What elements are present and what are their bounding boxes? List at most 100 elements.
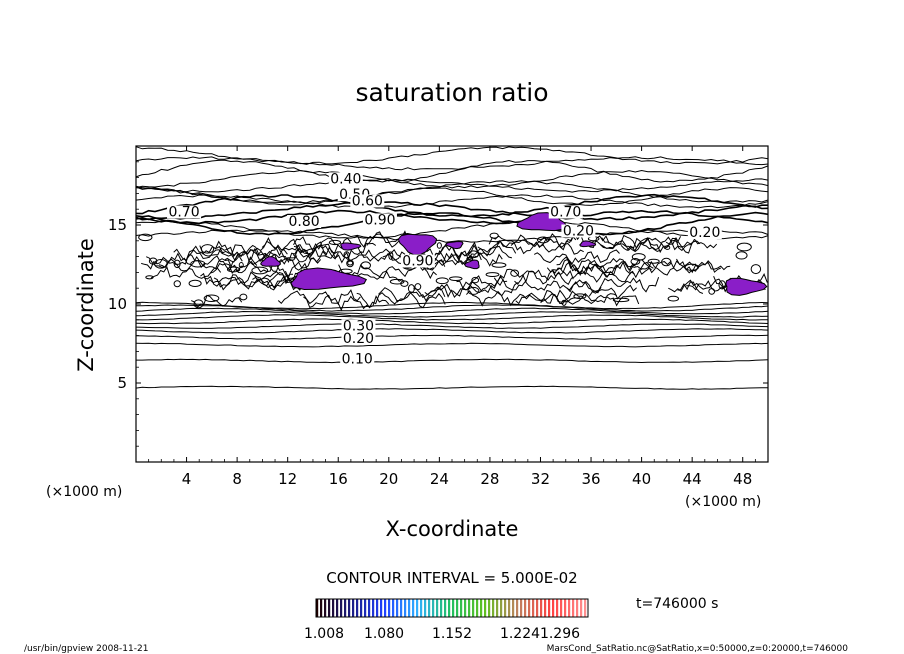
supersaturated-region — [260, 256, 282, 267]
colorbar-stripe — [464, 599, 467, 617]
contour-loop — [188, 279, 202, 288]
turbulent-contour — [620, 236, 701, 251]
contour-loop — [436, 242, 442, 249]
contour-line — [135, 180, 769, 204]
contour-label-bg — [167, 205, 202, 219]
contour-line — [135, 201, 768, 221]
colorbar-stripe — [564, 599, 567, 617]
contour-line — [135, 307, 769, 315]
colorbar-stripe — [344, 599, 347, 617]
contour-line — [135, 159, 769, 183]
x-tick-label: 44 — [683, 470, 702, 488]
x-unit-left: (×1000 m) — [46, 484, 122, 500]
contour-label-bg — [341, 331, 376, 345]
colorbar-stripe — [484, 599, 487, 617]
time-label: t=746000 s — [636, 596, 718, 612]
colorbar-stripe — [388, 599, 391, 617]
turbulent-contour — [551, 258, 619, 277]
colorbar-stripe — [380, 599, 383, 617]
contour-loop — [328, 239, 342, 246]
x-tick-label: 12 — [278, 470, 297, 488]
contour-loop — [388, 251, 394, 260]
turbulent-contour — [293, 236, 338, 252]
colorbar-stripe — [476, 599, 479, 617]
contour-label-bg — [350, 194, 385, 208]
colorbar-stripe — [372, 599, 375, 617]
supersaturated-region — [445, 240, 464, 250]
contour-label: 0.60 — [352, 193, 383, 209]
contour-loop — [347, 260, 354, 266]
contour-loop — [661, 257, 672, 267]
contour-loop — [491, 262, 507, 268]
x-tick-label: 32 — [531, 470, 550, 488]
colorbar-stripe — [512, 599, 515, 617]
turbulent-contour — [200, 271, 302, 287]
colorbar-stripe — [424, 599, 427, 617]
contour-loop — [667, 295, 680, 302]
colorbar-stripe — [480, 599, 483, 617]
contour-lines — [135, 146, 769, 390]
turbulent-contour — [514, 269, 635, 286]
contour-line — [135, 301, 769, 310]
contour-loop — [471, 276, 480, 284]
colorbar-tick-label: 1.152 — [432, 626, 472, 642]
contour-label-bg — [340, 352, 375, 366]
colorbar-stripe — [468, 599, 471, 617]
contour-line — [135, 318, 769, 325]
x-axis-ticks: 4 8 12 16 20 24 28 32 36 40 44 48 — [148, 146, 756, 488]
x-tick-label: 40 — [632, 470, 651, 488]
contour-loop — [467, 286, 480, 295]
turbulent-contour — [493, 268, 574, 284]
y-tick-label: 15 — [108, 216, 127, 234]
footer-left: /usr/bin/gpview 2008-11-21 — [24, 644, 148, 654]
x-axis-label: X-coordinate — [386, 517, 519, 541]
colorbar-stripe — [528, 599, 531, 617]
colorbar-stripe — [432, 599, 435, 617]
plot-frame — [135, 145, 769, 463]
colorbar-stripe — [460, 599, 463, 617]
turbulent-contour-band — [138, 230, 768, 312]
x-tick-label: 36 — [581, 470, 600, 488]
turbulent-contour — [141, 254, 243, 272]
contour-loop — [664, 245, 671, 250]
contour-loop — [360, 261, 371, 270]
contour-line — [135, 209, 769, 225]
colorbar-stripe — [576, 599, 579, 617]
contour-loop — [708, 288, 716, 295]
colorbar-stripe — [396, 599, 399, 617]
colorbar-stripe — [436, 599, 439, 617]
contour-label: 0.90 — [402, 254, 433, 270]
contour-label: 0.40 — [330, 171, 361, 187]
colorbar-stripe — [544, 599, 547, 617]
turbulent-contour — [588, 284, 637, 300]
contour-loop — [145, 275, 154, 280]
colorbar-stripe — [340, 599, 343, 617]
contour-label-bg — [400, 254, 435, 268]
contour-loop — [510, 269, 520, 277]
turbulent-contour — [496, 278, 602, 294]
contour-loop — [612, 297, 630, 303]
turbulent-contour — [496, 235, 577, 251]
contour-label: 0.20 — [689, 225, 720, 241]
contour-interval-label: CONTOUR INTERVAL = 5.000E-02 — [326, 569, 577, 587]
contour-line — [135, 328, 769, 334]
turbulent-contour — [150, 266, 222, 279]
x-tick-label: 8 — [232, 470, 242, 488]
contour-line — [135, 228, 769, 243]
contour-line — [135, 211, 769, 236]
colorbar-stripe — [492, 599, 495, 617]
contour-loop — [193, 299, 204, 309]
colorbar-stripe — [580, 599, 583, 617]
colorbar-stripe — [404, 599, 407, 617]
colorbar-tick-label: 1.224 — [500, 626, 540, 642]
colorbar-stripe — [416, 599, 419, 617]
colorbar-stripe — [516, 599, 519, 617]
colorbar-stripe — [548, 599, 551, 617]
colorbar-stripe — [504, 599, 507, 617]
contour-loop — [173, 280, 181, 288]
colorbar-stripe — [500, 599, 503, 617]
colorbar-stripe — [496, 599, 499, 617]
contour-labels: 0.100.200.300.400.500.600.700.800.900.90… — [167, 171, 722, 367]
contour-loop — [400, 280, 409, 287]
x-tick-label: 4 — [182, 470, 192, 488]
